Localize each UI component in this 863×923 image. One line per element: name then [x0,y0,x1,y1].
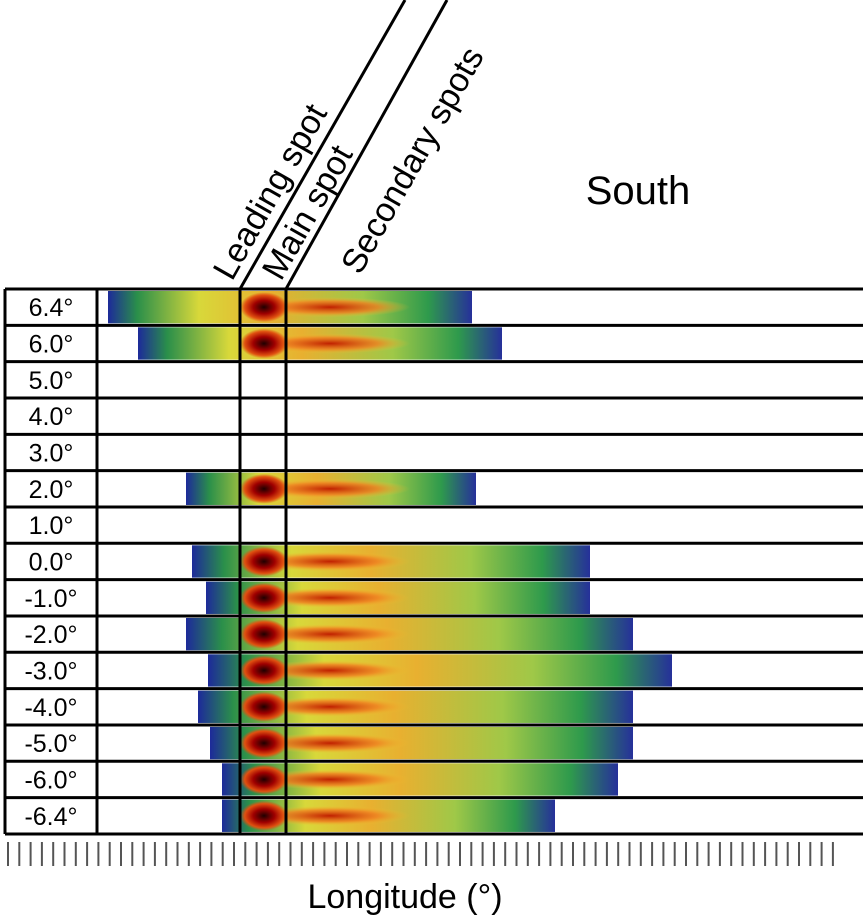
spot [240,546,288,577]
spot [240,582,288,613]
row-label: 6.0° [29,330,74,358]
tail [250,696,410,717]
tail [250,478,410,499]
title: South [586,169,691,213]
spot [240,328,288,359]
tail [250,733,410,754]
main-slant [284,0,449,290]
tail [250,769,410,790]
row-label: -6.4° [24,803,77,831]
tail [250,660,410,681]
spot [240,655,288,686]
spot [240,728,288,759]
tail [250,805,410,826]
spot [240,691,288,722]
spot [240,800,288,831]
spot [240,619,288,650]
row-label: 3.0° [29,439,74,467]
row-label: 6.4° [29,294,74,322]
row-label: 0.0° [29,548,74,576]
leading-slant [238,0,407,290]
spot [240,764,288,795]
spot [240,473,288,504]
tail [250,297,410,318]
tail [250,551,410,572]
tail [250,333,410,354]
row-label: -6.0° [24,766,77,794]
row-label: 2.0° [29,476,74,504]
tail [250,624,410,645]
row-grid [3,287,863,836]
row-label: -3.0° [24,657,77,685]
spot [240,292,288,323]
row-labels: 6.4° 6.0° 5.0° 4.0° 3.0° 2.0° 1.0° 0.0° -1.0° -2.… [24,294,77,831]
row-label: 5.0° [29,367,74,395]
row-label: -1.0° [24,585,77,613]
row-label: 4.0° [29,403,74,431]
row-label: -4.0° [24,694,77,722]
ruler [7,842,834,866]
tail [250,587,410,608]
strips [108,291,672,832]
x-axis-label: Longitude (°) [307,878,502,916]
row-label: 1.0° [29,512,74,540]
row-label: -2.0° [24,621,77,649]
row-label: -5.0° [24,730,77,758]
